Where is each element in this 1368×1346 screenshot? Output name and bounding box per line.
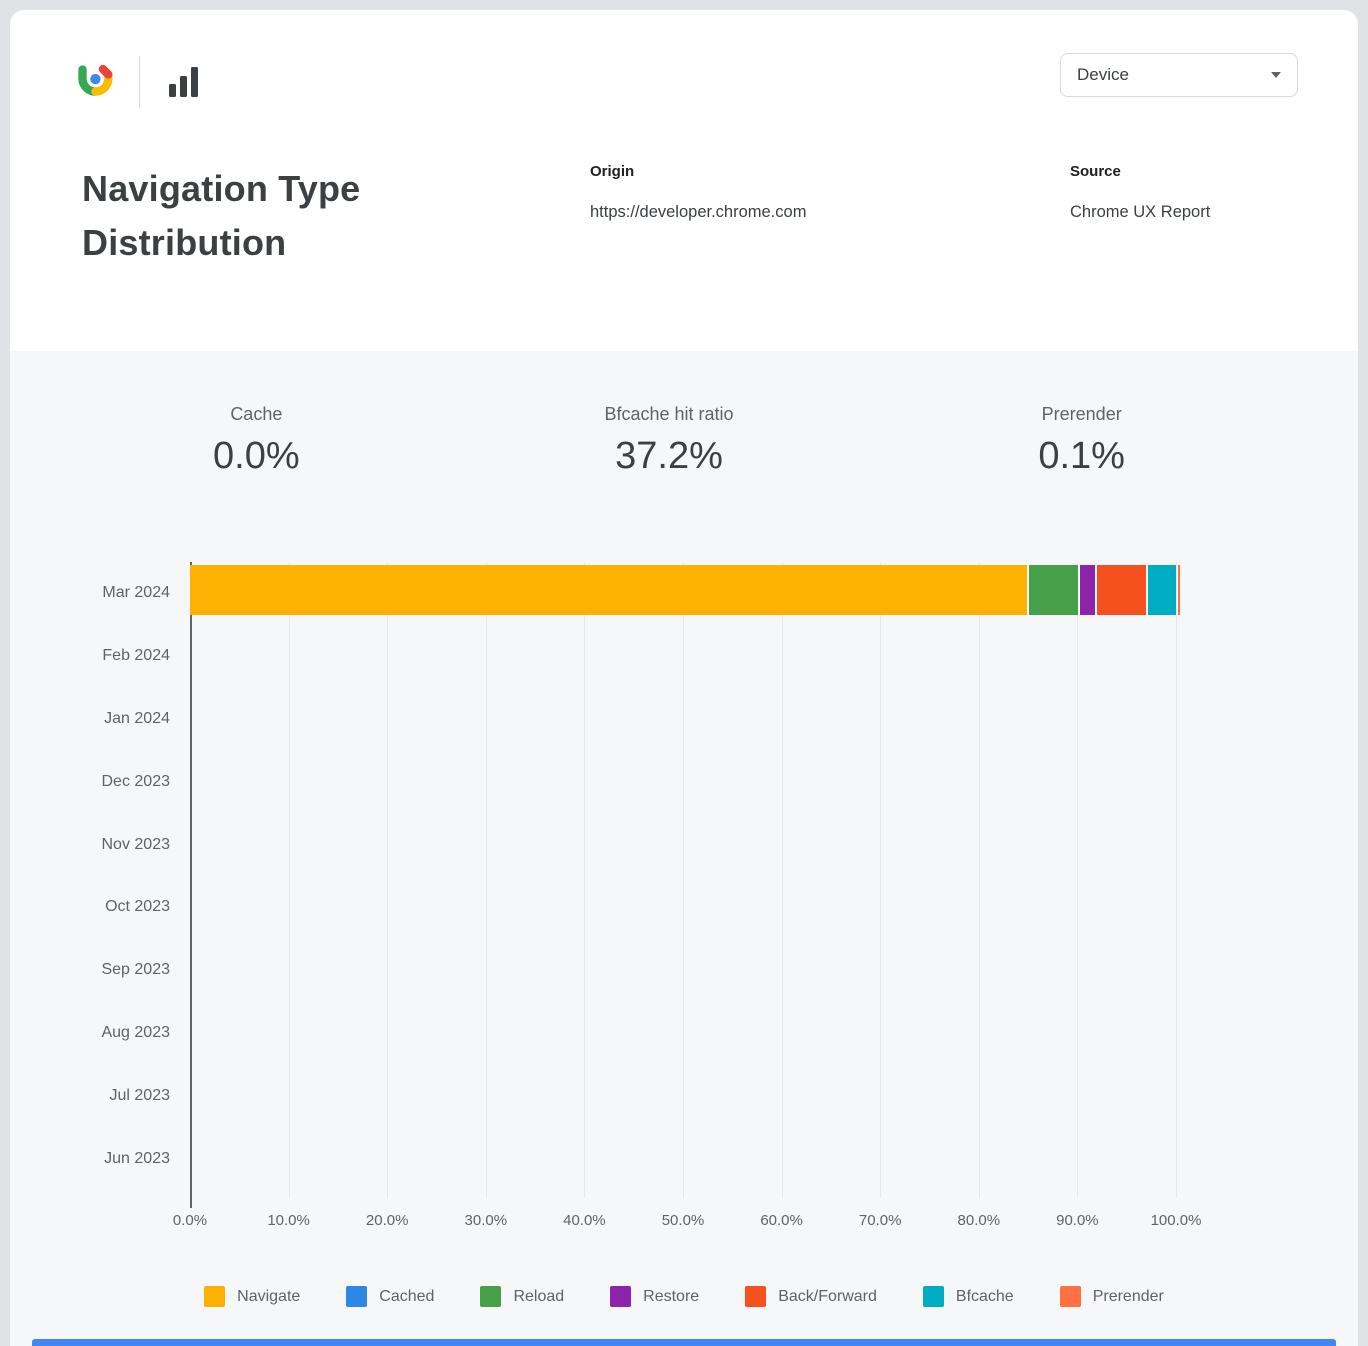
x-tick-label: 90.0% [1056,1212,1099,1229]
source-label: Source [1070,163,1121,180]
stat-value: 37.2% [615,435,723,477]
bar-segment-bfcache [1147,565,1177,616]
origin-label: Origin [590,163,635,180]
legend-label: Back/Forward [778,1287,877,1305]
gridline [781,562,783,1198]
y-tick-label: Sep 2023 [101,961,170,979]
gridline [978,562,980,1198]
y-tick-label: Oct 2023 [105,898,170,916]
y-tick-label: Feb 2024 [102,647,170,665]
gridline [1077,562,1079,1198]
legend-swatch-icon [1059,1286,1081,1307]
gridline [387,562,389,1198]
legend-swatch-icon [610,1286,632,1307]
legend-label: Restore [643,1287,700,1305]
y-axis-labels: Mar 2024 Feb 2024 Jan 2024 Dec 2023 Nov 2023… [10,562,170,1190]
origin-block: Origin https://developer.chrome.com [590,162,806,223]
y-tick-label: Jun 2023 [104,1149,170,1167]
stat-prerender: Prerender 0.1% [875,402,1288,478]
legend-swatch-icon [480,1286,502,1307]
bar-segment-prerender [1178,565,1181,616]
x-tick-label: 40.0% [563,1212,606,1229]
legend-swatch-icon [346,1286,368,1307]
chevron-down-icon [1271,72,1281,78]
bar-segment-reload [1029,565,1079,616]
legend-item-bfcache[interactable]: Bfcache [922,1286,1014,1307]
origin-value: https://developer.chrome.com [590,203,807,221]
x-axis-labels: 0.0% 10.0% 20.0% 30.0% 40.0% 50.0% 60.0% 70.0% 8… [173,1212,1202,1232]
device-dropdown-value: Device [1077,65,1129,84]
bar-segment-navigate [190,565,1028,616]
gridline [683,562,684,1198]
stat-label: Bfcache hit ratio [604,404,734,424]
x-tick-label: 0.0% [172,1212,208,1229]
legend-item-reload[interactable]: Reload [480,1286,564,1307]
x-tick-label: 10.0% [267,1212,310,1229]
legend-label: Navigate [237,1287,301,1305]
y-tick-label: Aug 2023 [101,1024,170,1041]
legend-label: Prerender [1092,1287,1164,1305]
stat-value: 0.0% [213,435,300,477]
y-axis-line [190,562,192,1208]
x-tick-label: 50.0% [661,1212,705,1229]
y-tick-label: Jan 2024 [104,710,170,727]
legend-swatch-icon [745,1286,767,1307]
chart-legend: Navigate Cached Reload Restore Back/Forward B… [10,1286,1358,1307]
stat-cache: Cache 0.0% [50,402,463,478]
stats-row: Cache 0.0% Bfcache hit ratio 37.2% Prerender… [50,402,1288,478]
gridline [288,562,290,1198]
y-tick-label: Dec 2023 [101,772,171,790]
x-tick-label: 80.0% [957,1212,1001,1229]
bar-segment-restore [1080,565,1096,616]
x-tick-label: 100.0% [1150,1212,1202,1229]
legend-label: Bfcache [955,1287,1014,1305]
y-tick-label: Nov 2023 [101,835,171,853]
report-header: Device Navigation Type Distribution Orig… [10,10,1358,351]
x-tick-label: 30.0% [464,1212,508,1229]
y-tick-label: Mar 2024 [102,584,170,602]
navigation-type-chart: Mar 2024 Feb 2024 Jan 2024 Dec 2023 Nov 2023… [10,562,1358,1262]
stat-value: 0.1% [1038,435,1125,477]
legend-item-restore[interactable]: Restore [610,1286,699,1307]
bar-mar-2024 [190,565,1181,616]
header-divider [139,56,140,108]
source-block: Source Chrome UX Report [1070,162,1210,223]
bar-segment-back-forward [1097,565,1146,616]
stat-label: Cache [230,404,283,424]
legend-swatch-icon [922,1286,944,1307]
plot-area [190,562,1181,1208]
source-value: Chrome UX Report [1070,203,1211,221]
stat-label: Prerender [1041,404,1122,424]
legend-item-cached[interactable]: Cached [346,1286,434,1307]
x-tick-label: 60.0% [760,1212,803,1229]
legend-swatch-icon [204,1286,226,1307]
legend-item-back-forward[interactable]: Back/Forward [745,1286,877,1307]
gridline [880,562,882,1198]
x-tick-label: 20.0% [365,1212,409,1229]
legend-label: Reload [513,1287,565,1305]
next-section-peek [32,1339,1336,1346]
device-dropdown[interactable]: Device [1060,53,1298,97]
gridline [1176,562,1177,1198]
page-title: Navigation Type Distribution [82,168,361,263]
gridline [584,562,586,1198]
legend-item-prerender[interactable]: Prerender [1059,1286,1164,1307]
legend-item-navigate[interactable]: Navigate [204,1286,300,1307]
bar-chart-icon [169,67,198,97]
x-tick-label: 70.0% [858,1212,902,1229]
gridline [485,562,487,1198]
stat-bfcache-hit-ratio: Bfcache hit ratio 37.2% [463,402,876,478]
report-card: Device Navigation Type Distribution Orig… [10,10,1358,1346]
legend-label: Cached [379,1287,435,1305]
y-tick-label: Jul 2023 [109,1086,171,1104]
brand [75,52,198,112]
crux-logo-icon [75,62,115,102]
